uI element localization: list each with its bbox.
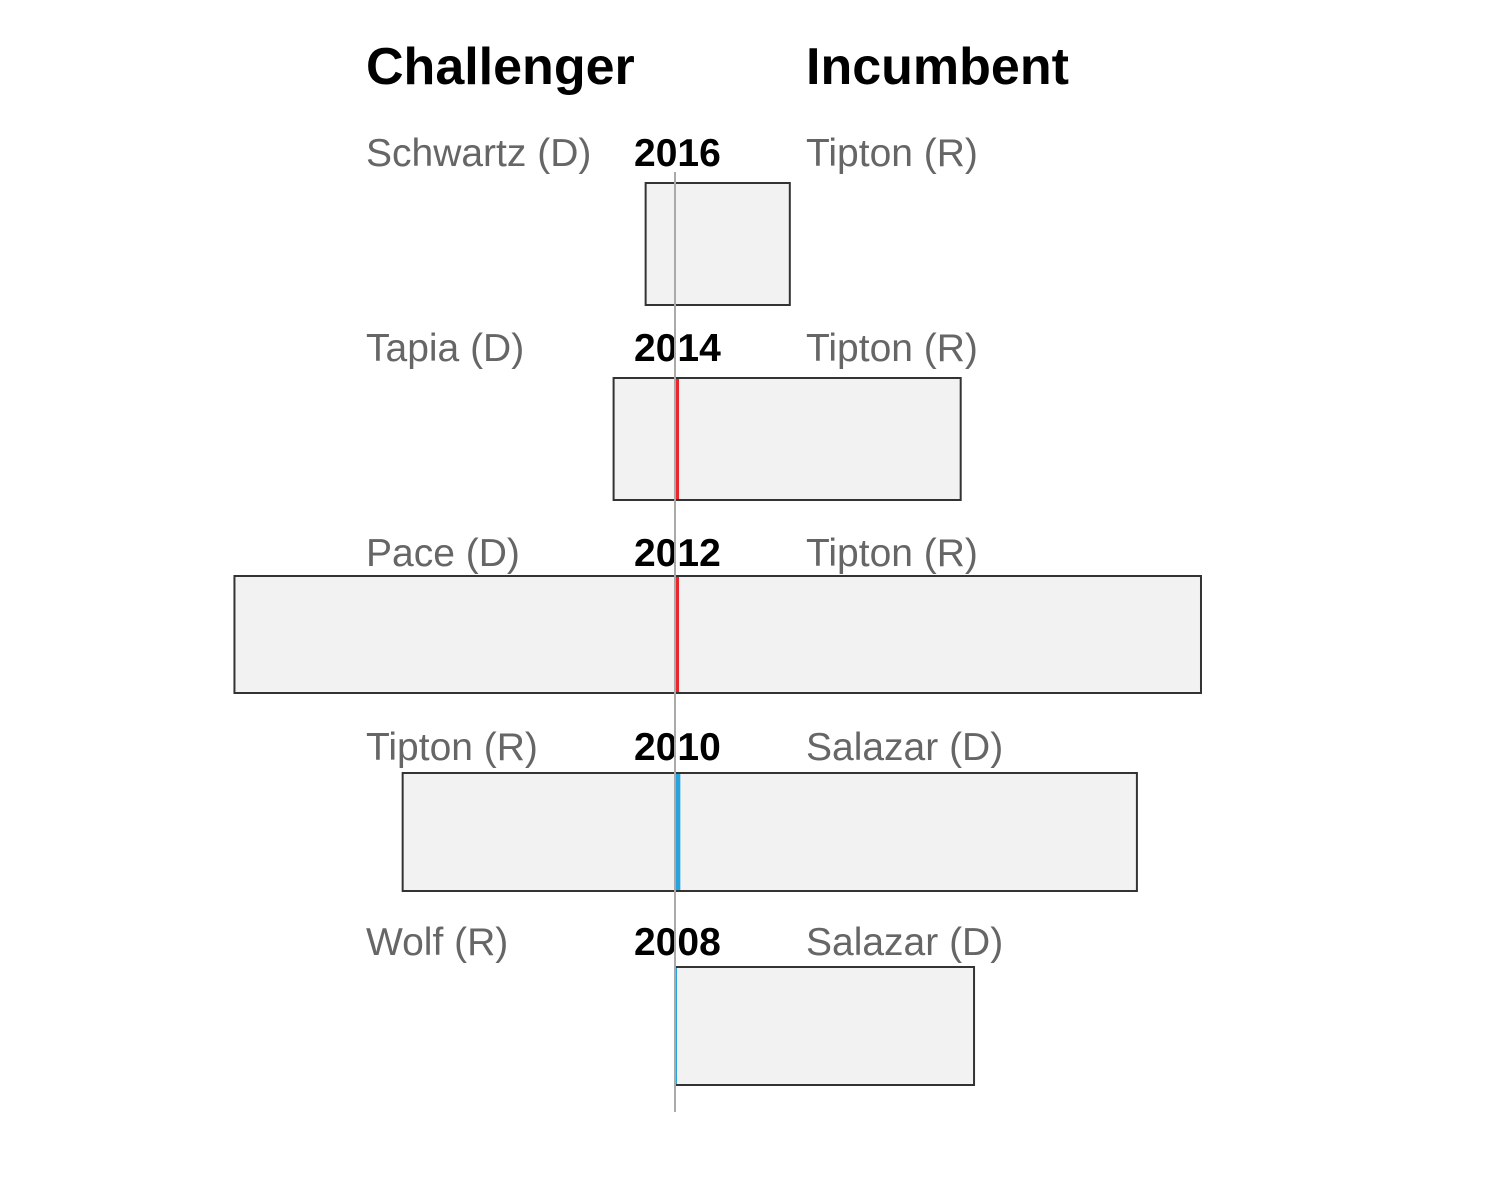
vote-box [233, 575, 1202, 694]
vote-box [401, 772, 1138, 892]
incumbent-name: Tipton (R) [806, 532, 978, 575]
race-year: 2014 [634, 327, 721, 370]
challenger-header: Challenger [366, 38, 635, 96]
race-row: Pace (D) 2012 Tipton (R) [233, 532, 1202, 694]
vote-box [644, 182, 791, 306]
margin-bar [675, 774, 681, 890]
challenger-name: Pace (D) [366, 532, 520, 575]
incumbent-header: Incumbent [806, 38, 1069, 96]
vote-box [612, 377, 962, 501]
challenger-name: Wolf (R) [366, 921, 508, 964]
race-year: 2008 [634, 921, 721, 964]
incumbent-name: Salazar (D) [806, 921, 1003, 964]
margin-bar [675, 577, 680, 692]
vote-box [674, 966, 976, 1086]
race-year: 2010 [634, 726, 721, 769]
race-row: Tipton (R) 2010 Salazar (D) [366, 726, 1138, 892]
incumbent-name: Tipton (R) [806, 132, 978, 175]
race-year: 2012 [634, 532, 721, 575]
challenger-name: Schwartz (D) [366, 132, 591, 175]
challenger-name: Tapia (D) [366, 327, 524, 370]
race-row: Schwartz (D) 2016 Tipton (R) [366, 132, 978, 306]
margin-bar [675, 379, 680, 499]
race-row: Tapia (D) 2014 Tipton (R) [366, 327, 978, 501]
incumbent-name: Salazar (D) [806, 726, 1003, 769]
race-year: 2016 [634, 132, 721, 175]
race-row: Wolf (R) 2008 Salazar (D) [366, 921, 1003, 1086]
race-rows: Schwartz (D) 2016 Tipton (R)Tapia (D) 2014 T… [233, 132, 1202, 1086]
challenger-name: Tipton (R) [366, 726, 538, 769]
incumbent-name: Tipton (R) [806, 327, 978, 370]
